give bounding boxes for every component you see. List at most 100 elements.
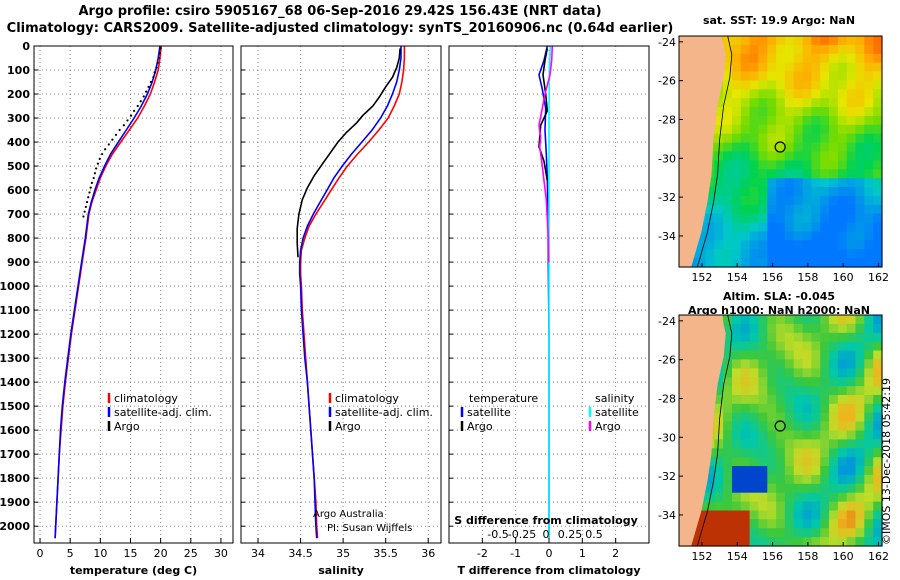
map-cell — [793, 377, 804, 387]
map-cell — [749, 231, 759, 241]
legend-label: satellite-adj. clim. — [335, 406, 433, 419]
map-cell — [820, 483, 830, 494]
map-cell — [793, 89, 804, 99]
map-cell — [864, 53, 874, 64]
map-cell — [758, 315, 768, 325]
map-cell — [873, 377, 883, 387]
map-cell — [855, 53, 865, 64]
map-cell — [705, 483, 715, 494]
map-cell — [820, 323, 830, 334]
plot-frame — [33, 45, 234, 544]
map-cell — [837, 71, 848, 81]
map-cell — [846, 474, 857, 485]
map-cell — [723, 537, 733, 547]
map-cell — [723, 107, 733, 117]
map-cell — [873, 178, 883, 188]
map-cell — [837, 107, 848, 117]
map-cell — [776, 430, 786, 440]
map-cell — [855, 195, 865, 206]
map-cell — [802, 341, 812, 352]
y-tick-label: 0 — [22, 40, 30, 53]
map-cell — [784, 249, 795, 259]
map-cell — [723, 195, 733, 206]
map-cell — [749, 359, 759, 369]
map-cell — [855, 341, 865, 352]
y-tick-label: 300 — [7, 112, 30, 125]
series-line-climatology — [299, 46, 406, 539]
map-cell — [855, 187, 865, 197]
map-cell — [749, 204, 759, 215]
map-cell — [811, 62, 821, 73]
data-point-argo — [139, 100, 142, 103]
map-cell — [837, 98, 848, 108]
map-cell — [811, 116, 821, 126]
map-x-tick-label: 160 — [833, 550, 854, 563]
map-cell — [767, 448, 777, 458]
map-cell — [829, 332, 839, 343]
map-cell — [740, 187, 751, 197]
map-cell — [776, 195, 786, 206]
map-cell — [714, 474, 724, 485]
map-cell — [767, 323, 777, 334]
map-cell — [820, 421, 830, 432]
data-point-argo — [85, 200, 89, 204]
map-cell — [864, 315, 874, 325]
map-cell — [793, 142, 804, 153]
map-cell — [793, 80, 804, 90]
map-cell — [705, 204, 715, 215]
map-cell — [732, 178, 742, 188]
map-cell — [793, 483, 804, 494]
map-cell — [714, 133, 724, 144]
map-cell — [767, 315, 777, 325]
map-cell — [837, 466, 848, 476]
map-cell — [829, 107, 839, 117]
map-cell — [758, 412, 768, 423]
map-cell — [714, 169, 724, 179]
map-cell — [732, 98, 742, 108]
map-cell — [732, 421, 742, 432]
panel-salinity: 34 34.5 35 35.5 36 salinity — [240, 45, 442, 577]
map-cell — [784, 341, 795, 352]
map-cell — [740, 240, 751, 250]
map-cell — [696, 519, 707, 529]
map-cell — [793, 421, 804, 432]
map-cell — [784, 483, 795, 494]
map-cell — [732, 315, 742, 325]
map-cell — [855, 44, 865, 55]
map-cell — [864, 377, 874, 387]
data-point-argo — [153, 71, 156, 74]
map-cell — [837, 258, 848, 268]
map-cell — [723, 332, 733, 343]
top-tick-label: -0.5 — [487, 528, 508, 541]
map-cell — [864, 71, 874, 81]
map-cell — [864, 430, 874, 440]
map-cell — [802, 258, 812, 268]
map-cell — [829, 448, 839, 458]
map-cell — [837, 439, 848, 449]
map-cell — [829, 222, 839, 233]
map-cell — [855, 160, 865, 170]
map-cell — [793, 249, 804, 259]
map-cell — [758, 492, 768, 503]
map-cell — [855, 430, 865, 440]
map-cell — [758, 501, 768, 512]
map-cell — [829, 377, 839, 387]
map-cell — [714, 510, 724, 520]
map-cell — [732, 483, 742, 494]
map-cell — [714, 124, 724, 135]
map-cell — [820, 204, 830, 215]
map-cell — [758, 448, 768, 458]
map-cell — [749, 213, 759, 224]
map-y-tick-label: -26 — [658, 75, 676, 88]
map-cell — [723, 377, 733, 387]
map-cell — [767, 53, 777, 64]
map-cell — [802, 36, 812, 46]
map-cell — [749, 258, 759, 268]
map-cell — [714, 222, 724, 233]
map-cell — [749, 36, 759, 46]
map-cell — [723, 133, 733, 144]
map-cell — [829, 519, 839, 529]
map-cell — [811, 213, 821, 224]
map-cell — [749, 528, 759, 538]
map-cell — [758, 258, 768, 268]
